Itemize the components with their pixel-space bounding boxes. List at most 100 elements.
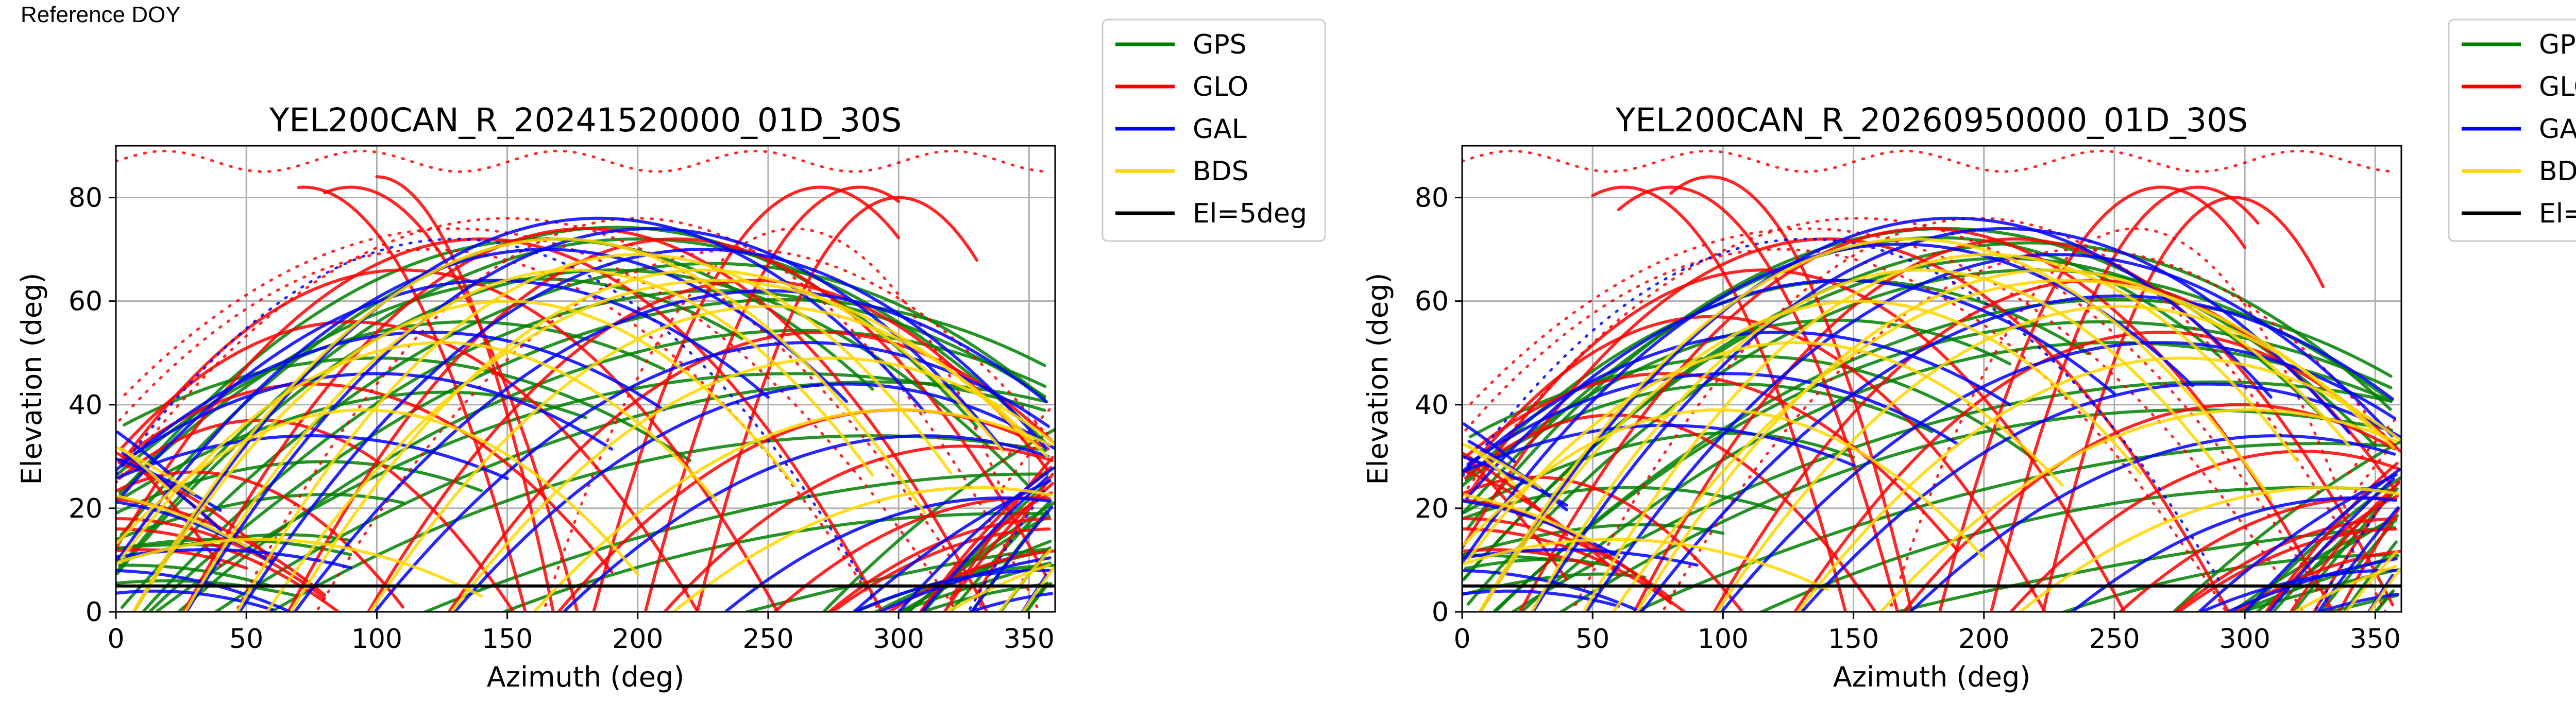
satellite-arc-gps — [2374, 590, 2394, 612]
satellite-arc-glo — [315, 248, 1048, 612]
satellite-arc-bds — [2292, 564, 2397, 612]
satellite-arc-glo — [116, 548, 248, 570]
satellite-arc-bds — [289, 268, 1005, 612]
satellite-arc-glo — [116, 527, 341, 612]
satellite-arc-bds — [1462, 443, 1542, 490]
satellite-arc-gps — [1468, 354, 2038, 462]
satellite-arc-glo — [116, 149, 1046, 173]
satellite-arc-bds — [997, 548, 1052, 612]
y-tick-label: 80 — [69, 183, 103, 214]
satellite-arc-bds — [120, 341, 718, 560]
satellite-arc-glo — [1938, 185, 2247, 612]
x-tick-label: 50 — [229, 624, 263, 655]
satellite-arc-bds — [1530, 268, 2221, 612]
satellite-arc-gal — [373, 341, 1050, 612]
satellite-arc-gal — [116, 434, 509, 481]
satellite-arc-bds — [1635, 268, 2351, 612]
satellite-arc-gps — [922, 481, 1049, 612]
y-tick-label: 20 — [1415, 493, 1449, 524]
satellite-arc-bds — [1021, 566, 1055, 612]
satellite-arc-bds — [1611, 279, 2377, 612]
plot-area — [116, 149, 1055, 612]
x-tick-label: 300 — [2219, 624, 2270, 655]
satellite-arc-bds — [1582, 253, 2299, 612]
satellite-arc-gal — [2243, 468, 2401, 612]
satellite-arc-bds — [1796, 356, 2401, 612]
satellite-arc-glo — [297, 185, 527, 612]
satellite-arc-glo — [2312, 480, 2400, 612]
satellite-arc-bds — [1466, 341, 2064, 561]
satellite-arc-bds — [116, 446, 196, 495]
satellite-arc-glo — [592, 185, 901, 612]
satellite-arc-gal — [2197, 473, 2398, 612]
satellite-arc-glo — [1469, 227, 2305, 612]
x-axis-label: Azimuth (deg) — [1833, 661, 2031, 693]
satellite-arc-glo — [1793, 330, 2401, 612]
satellite-arc-bds — [944, 563, 1051, 612]
satellite-arc-glo — [1462, 149, 2393, 173]
satellite-arc-glo — [117, 461, 274, 561]
satellite-arc-gal — [965, 592, 1054, 612]
satellite-arc-bds — [1478, 237, 2273, 612]
satellite-arc-gal — [1639, 294, 2395, 612]
y-axis-label: Elevation (deg) — [15, 273, 48, 485]
legend-label: GAL — [2539, 114, 2576, 145]
y-tick-label: 60 — [69, 286, 103, 317]
satellite-arc-bds — [2344, 550, 2398, 612]
satellite-arc-gal — [562, 434, 1050, 612]
y-tick-label: 0 — [1432, 597, 1449, 628]
satellite-arc-gal — [2224, 557, 2398, 612]
y-axis-label: Elevation (deg) — [1362, 273, 1394, 485]
satellite-arc-bds — [2367, 568, 2401, 612]
series-bds — [1462, 237, 2401, 612]
satellite-arc-glo — [1570, 217, 2387, 612]
satellite-arc-bds — [532, 408, 1052, 612]
x-tick-label: 100 — [1698, 624, 1749, 655]
satellite-arc-glo — [1462, 527, 1687, 612]
satellite-arc-gps — [2343, 540, 2398, 612]
chart-2: 0 50 100 150 200 250 300 350 0 20 40 60 80 YEL200CAN_… — [1362, 19, 2576, 693]
satellite-arc-bds — [131, 237, 926, 612]
chart-1: 0 50 100 150 200 250 300 350 0 20 40 60 80 YEL200CAN_… — [15, 19, 1326, 693]
x-axis-label: Azimuth (deg) — [487, 661, 685, 693]
satellite-arc-glo — [1990, 185, 2260, 612]
satellite-arc-gal — [184, 227, 1005, 612]
satellite-arc-gal — [2197, 569, 2398, 612]
satellite-arc-gal — [1908, 434, 2396, 612]
satellite-arc-gal — [1584, 253, 2394, 612]
page-label: Reference DOY — [21, 2, 181, 27]
satellite-arc-gal — [1462, 237, 2220, 581]
satellite-arc-gal — [116, 248, 848, 564]
satellite-arc-gps — [2271, 491, 2395, 612]
satellite-arc-gal — [1531, 227, 2351, 612]
satellite-arc-glo — [286, 237, 1048, 612]
satellite-arc-gps — [2172, 440, 2401, 612]
x-tick-label: 250 — [2089, 624, 2140, 655]
chart-title: YEL200CAN_R_20260950000_01D_30S — [1615, 101, 2248, 139]
satellite-arc-glo — [234, 217, 1041, 612]
satellite-arc-gal — [1800, 382, 2401, 612]
satellite-arc-glo — [1518, 227, 2335, 612]
x-tick-label: 0 — [107, 624, 124, 655]
satellite-arc-glo — [772, 496, 1051, 612]
satellite-arc-gps — [421, 472, 1049, 612]
satellite-arc-glo — [2348, 413, 2401, 474]
satellite-arc-glo — [1632, 237, 2395, 612]
satellite-arc-bds — [265, 279, 1031, 612]
legend-label: GPS — [2539, 29, 2576, 60]
satellite-arc-glo — [1617, 185, 1900, 612]
chart-title: YEL200CAN_R_20241520000_01D_30S — [269, 101, 902, 139]
satellite-arc-gal — [1462, 589, 1620, 608]
x-tick-label: 350 — [1004, 624, 1055, 655]
satellite-arc-gal — [293, 289, 1048, 612]
x-tick-label: 300 — [873, 624, 924, 655]
x-tick-label: 50 — [1575, 624, 1609, 655]
legend-label: El=5deg — [1193, 198, 1307, 229]
satellite-arc-bds — [117, 494, 248, 548]
series-bds — [116, 237, 1055, 612]
y-tick-label: 0 — [86, 597, 103, 628]
x-tick-label: 350 — [2350, 624, 2401, 655]
x-tick-label: 0 — [1453, 624, 1470, 655]
satellite-arc-gps — [1631, 442, 2394, 612]
satellite-arc-gal — [452, 382, 1055, 612]
